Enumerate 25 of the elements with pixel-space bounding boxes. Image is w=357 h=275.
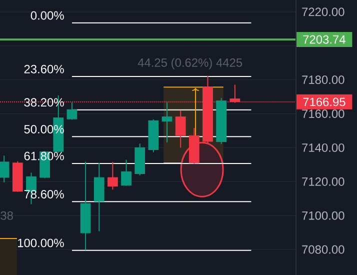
annotation: 78.60%: [24, 190, 64, 198]
candlestick: [0, 155, 10, 183]
ref-line-label: 7166.95: [303, 98, 346, 106]
candlestick: [66, 102, 78, 120]
candlestick: [108, 161, 118, 190]
ref-line-label: 7203.74: [303, 35, 346, 44]
y-tick-label: 7140.00: [302, 143, 344, 152]
candlestick: [175, 110, 186, 148]
annotation: 50.00%: [24, 124, 64, 134]
annotation: 23.60%: [24, 64, 64, 74]
y-tick-label: 7180.00: [302, 76, 344, 84]
candlestick: [162, 102, 172, 143]
annotation: 100.00%: [18, 238, 64, 248]
annotation: 61.80%: [24, 152, 64, 160]
annotation: 38: [0, 211, 13, 220]
annotation: 0.00%: [30, 11, 64, 20]
y-tick-label: 7100.00: [302, 211, 344, 220]
candlestick: [94, 162, 104, 232]
annotation: 38.20%: [24, 98, 64, 107]
y-tick-label: 7080.00: [302, 245, 344, 254]
annotation: 44.25 (0.62%) 4425: [138, 58, 242, 70]
candlestick: [121, 159, 132, 186]
y-tick-label: 7120.00: [302, 177, 344, 186]
y-tick-label: 7220.00: [302, 8, 344, 16]
y-tick-label: 7160.00: [302, 110, 344, 118]
